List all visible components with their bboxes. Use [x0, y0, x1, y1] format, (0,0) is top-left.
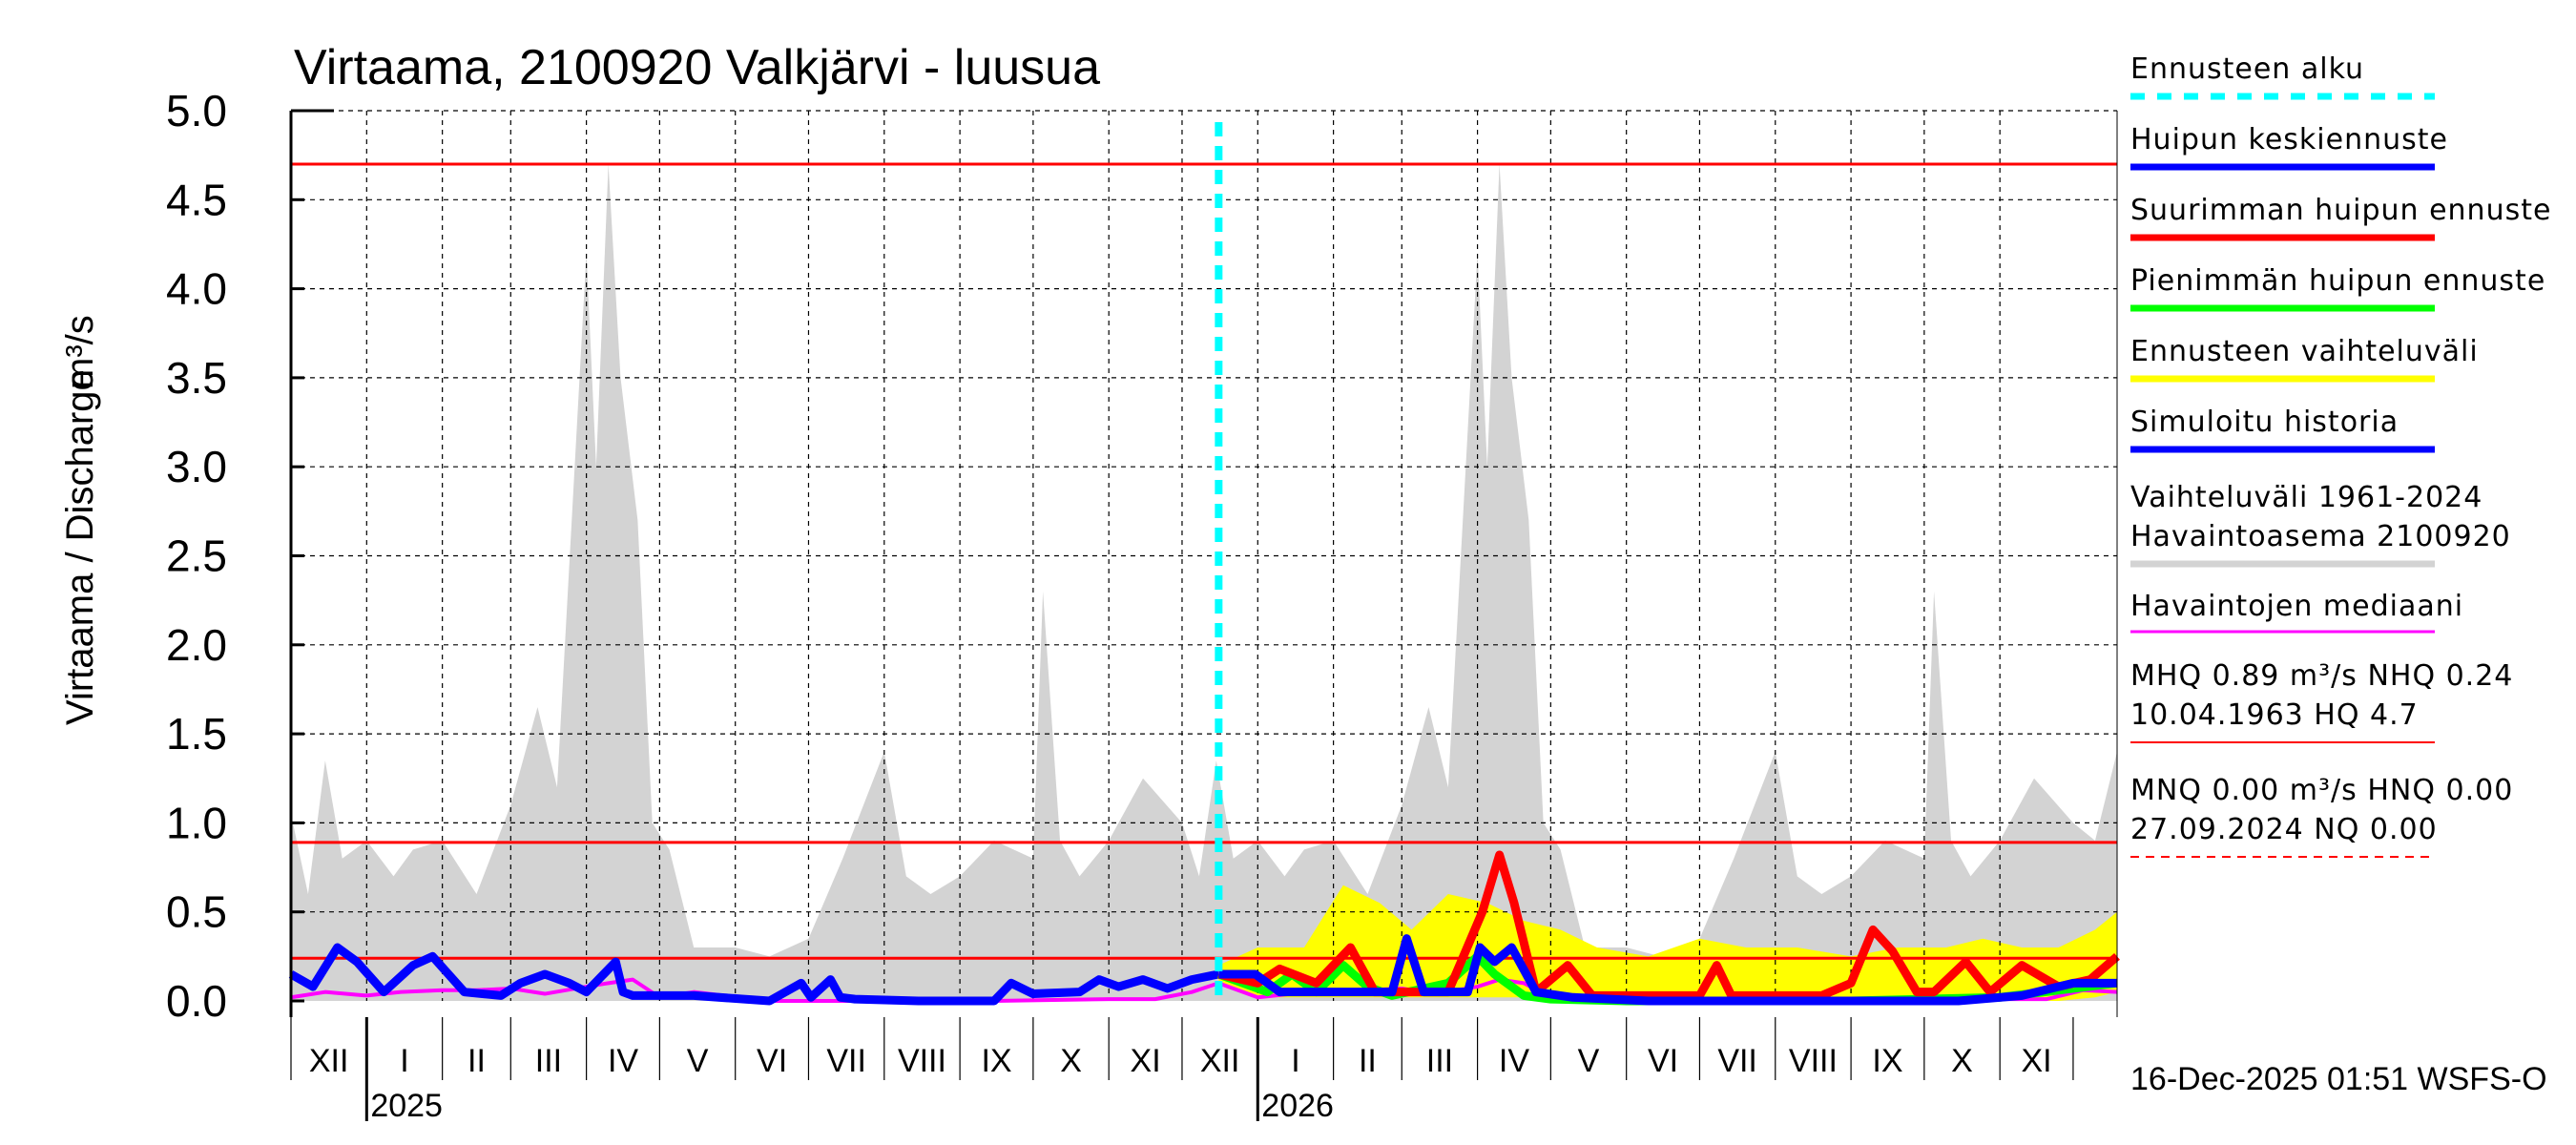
grid [291, 110, 2117, 1001]
month-label: VII [1717, 1043, 1757, 1079]
year-label: 2026 [1261, 1088, 1334, 1124]
y-tick-label: 0.0 [166, 976, 227, 1026]
y-tick-label: 0.5 [166, 887, 227, 937]
month-label: IV [608, 1043, 638, 1079]
y-tick-label: 1.0 [166, 798, 227, 847]
month-label: III [535, 1043, 562, 1079]
legend-label: Havaintojen mediaani [2130, 590, 2463, 623]
month-label: V [687, 1043, 709, 1079]
y-tick-label: 1.5 [166, 709, 227, 759]
band-vaihteluv-li-1961-2024-havaintoasema-2100920 [291, 163, 2117, 1002]
legend-label: Havaintoasema 2100920 [2130, 520, 2511, 553]
legend-label: 10.04.1963 HQ 4.7 [2130, 698, 2419, 732]
month-label: X [1951, 1043, 1973, 1079]
month-label: II [1359, 1043, 1377, 1079]
legend: Ennusteen alku Huipun keskiennuste Suuri… [2130, 52, 2551, 858]
legend-label: MHQ 0.89 m³/s NHQ 0.24 [2130, 659, 2513, 693]
y-tick-label: 2.0 [166, 620, 227, 670]
y-tick-label: 3.5 [166, 353, 227, 403]
year-label: 2025 [370, 1088, 443, 1124]
y-tick-label: 2.5 [166, 531, 227, 581]
series-huipun-keskiennuste [1218, 934, 2117, 1006]
month-label: VI [1648, 1043, 1678, 1079]
y-axis-label: Virtaama / Discharge [59, 369, 101, 725]
month-label: IX [1872, 1043, 1902, 1079]
month-label: VIII [1789, 1043, 1838, 1079]
y-axis-unit: m³/s [59, 315, 101, 389]
y-tick-label: 3.0 [166, 442, 227, 491]
y-tick-label: 5.0 [166, 86, 227, 135]
chart-title: Virtaama, 2100920 Valkjärvi - luusua [294, 40, 1100, 95]
month-label: XII [1200, 1043, 1240, 1079]
y-tick-label: 4.5 [166, 175, 227, 224]
y-tick-label: 4.0 [166, 264, 227, 314]
month-label: V [1578, 1043, 1600, 1079]
month-label: IX [981, 1043, 1011, 1079]
month-label: I [400, 1043, 408, 1079]
month-label: XII [309, 1043, 349, 1079]
series-suurimman-huipun-ennuste [1217, 850, 2120, 1000]
month-label: VI [757, 1043, 787, 1079]
timestamp-footer: 16-Dec-2025 01:51 WSFS-O [2130, 1061, 2547, 1097]
legend-label: Simuloitu historia [2130, 406, 2399, 439]
plot-area [291, 163, 2117, 1002]
month-label: I [1291, 1043, 1299, 1079]
legend-label: Suurimman huipun ennuste [2130, 194, 2551, 227]
legend-label: Ennusteen vaihteluväli [2130, 335, 2479, 368]
series-simuloitu-historia [288, 943, 1220, 1006]
month-label: III [1426, 1043, 1453, 1079]
legend-label: Ennusteen alku [2130, 52, 2364, 86]
month-label: XI [1131, 1043, 1161, 1079]
axes: XII I II III IV V VI VII VIII IX X XI XII I II III IV V VI… [166, 86, 2118, 1124]
legend-label: Pienimmän huipun ennuste [2130, 264, 2545, 298]
month-label: VII [826, 1043, 866, 1079]
month-label: II [467, 1043, 486, 1079]
legend-label: Huipun keskiennuste [2130, 123, 2448, 156]
month-label: XI [2021, 1043, 2051, 1079]
legend-label: MNQ 0.00 m³/s HNQ 0.00 [2130, 774, 2513, 807]
month-label: VIII [898, 1043, 946, 1079]
band-ennusteen-vaihteluv-li [1218, 885, 2117, 1001]
month-label: X [1060, 1043, 1082, 1079]
legend-label: Vaihteluväli 1961-2024 [2130, 481, 2483, 514]
series-lines [288, 122, 2120, 1006]
month-label: IV [1499, 1043, 1529, 1079]
legend-label: 27.09.2024 NQ 0.00 [2130, 813, 2438, 846]
